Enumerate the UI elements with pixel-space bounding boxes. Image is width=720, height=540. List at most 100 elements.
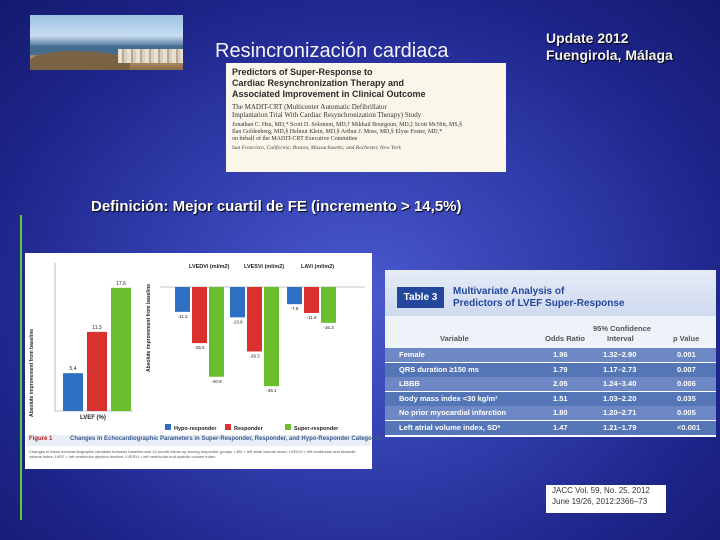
data-label: -13.8 [232, 319, 243, 324]
lvef-axis-label: LVEF (%) [80, 415, 106, 421]
table-row: Left atrial volume index, SD* 1.47 1.21–1.… [385, 420, 716, 435]
cell-p: 0.007 [677, 364, 696, 374]
cell-variable: Left atrial volume index, SD* [399, 422, 501, 432]
table-row: LBBB 2.05 1.24–3.40 0.006 [385, 377, 716, 391]
divider-line [20, 215, 22, 520]
bar-panel3-responder [304, 287, 319, 313]
cell-or: 1.47 [553, 422, 568, 432]
legend-swatch [285, 424, 291, 430]
cell-or: 1.79 [553, 364, 568, 374]
article-title-line: Cardiac Resynchronization Therapy and [232, 78, 405, 88]
article-title: Predictors of Super-Response to Cardiac … [226, 63, 506, 100]
cell-or: 1.51 [553, 393, 568, 403]
bar-chart: Absolute improvement from baseline 5.4 11.… [29, 263, 365, 432]
col-odds-ratio: Odds Ratio [545, 334, 586, 343]
data-label: -45.1 [266, 388, 277, 393]
bar-panel2-hypo-responder [230, 287, 245, 318]
cell-p: 0.005 [677, 408, 696, 417]
figure-number: Figure 1 [29, 436, 53, 442]
authors-line: Jonathan C. Hsu, MD,* Scott D. Solomon, … [232, 122, 463, 128]
col-p-value: p Value [673, 334, 700, 343]
cell-p: 0.035 [677, 393, 696, 403]
cell-ci: 1.03–2.20 [603, 393, 637, 403]
data-label: 17.6 [116, 281, 126, 287]
cell-variable: Body mass index <30 kg/m² [399, 393, 498, 403]
data-label: 5.4 [70, 366, 77, 372]
update-label: Update 2012 Fuengirola, Málaga [546, 30, 673, 64]
data-label: -11.8 [307, 315, 317, 320]
table-header-row: Variable Odds Ratio 95% Confidence Inter… [385, 316, 716, 348]
bar-panel2-super-responder [264, 287, 279, 387]
legend-label: Responder [234, 426, 264, 432]
authors-line: on behalf of the MADIT-CRT Executive Com… [232, 136, 358, 142]
bar-panel1-responder [192, 287, 207, 344]
cell-p: 0.006 [677, 379, 696, 388]
article-authors: Jonathan C. Hsu, MD,* Scott D. Solomon, … [226, 119, 506, 143]
update-line-1: Update 2012 [546, 30, 629, 46]
data-label: -40.8 [211, 379, 222, 384]
table-row: Body mass index <30 kg/m² 1.51 1.03–2.20 0.… [385, 391, 716, 406]
citation-line-2: June 19/26, 2012:2366–73 [552, 497, 648, 506]
bar-panel3-super-responder [321, 287, 336, 323]
col-variable: Variable [440, 334, 469, 343]
table-row: QRS duration ≥150 ms 1.79 1.17–2.73 0.007 [385, 362, 716, 377]
cell-ci: 1.17–2.73 [603, 364, 637, 374]
figure-caption-text: Changes in these echocardiographic varia… [29, 449, 356, 459]
table-tag: Table 3 [397, 287, 444, 308]
update-line-2: Fuengirola, Málaga [546, 47, 673, 63]
citation-line-1: JACC Vol. 59, No. 25, 2012 [552, 486, 650, 495]
table-row: Female 1.96 1.32–2.90 0.001 [385, 348, 716, 362]
cell-variable: QRS duration ≥150 ms [399, 364, 479, 374]
y-axis-label-right: Absolute improvement from baseline [146, 284, 152, 372]
legend-label: Hypo-responder [174, 426, 217, 432]
cell-ci: 1.21–1.79 [603, 422, 637, 432]
cell-or: 1.96 [553, 350, 568, 359]
legend-label: Super-responder [294, 426, 339, 432]
table-title: Multivariate Analysis of Predictors of L… [453, 286, 625, 310]
bar-panel1-super-responder [209, 287, 224, 377]
table-row: No prior myocardial infarction 1.80 1.20–2… [385, 406, 716, 420]
data-label: -16.3 [323, 325, 334, 330]
legend-swatch [225, 424, 231, 430]
bar-lvef-hypo-responder [63, 373, 83, 411]
slide-title: Resincronización cardiaca [215, 40, 449, 62]
cell-variable: No prior myocardial infarction [399, 408, 507, 417]
article-subtitle: The MADIT-CRT (Multicenter Automatic Def… [226, 100, 506, 119]
legend-swatch [165, 424, 171, 430]
cell-p: 0.001 [677, 350, 696, 359]
article-header-image: Predictors of Super-Response to Cardiac … [226, 63, 506, 172]
article-subtitle-line: The MADIT-CRT (Multicenter Automatic Def… [232, 103, 387, 111]
panel-label: LVESVi (ml/m2) [244, 264, 284, 270]
cell-p: <0.001 [677, 422, 701, 432]
bar-lvef-super-responder [111, 287, 131, 411]
article-locations: San Francisco, California; Boston, Massa… [232, 145, 401, 151]
cell-or: 2.05 [553, 379, 568, 388]
beach-photo [30, 15, 183, 70]
panel-label: LAVi (ml/m2) [301, 264, 334, 270]
cell-variable: Female [399, 350, 425, 359]
figure-caption: Figure 1 Changes in Echocardiographic Pa… [25, 433, 382, 469]
article-title-line: Associated Improvement in Clinical Outco… [232, 89, 426, 99]
table-title-line: Multivariate Analysis of [453, 286, 565, 297]
bar-panel2-responder [247, 287, 262, 352]
col-ci-line-1: 95% Confidence [593, 324, 651, 333]
cell-or: 1.80 [553, 408, 568, 417]
cell-variable: LBBB [399, 379, 420, 388]
article-subtitle-line: Implantation Trial With Cardiac Resynchr… [232, 111, 422, 119]
bar-lvef-responder [87, 331, 107, 411]
bar-panel1-hypo-responder [175, 287, 190, 312]
authors-line: Ilan Goldenberg, MD,§ Helmut Klein, MD,§… [232, 129, 443, 135]
col-ci-line-2: Interval [607, 334, 634, 343]
cell-ci: 1.24–3.40 [603, 379, 637, 388]
data-label: -11.3 [178, 314, 188, 319]
data-label: 11.3 [92, 325, 102, 331]
data-label: -25.5 [194, 345, 205, 350]
panel-label: LVEDVi (ml/m2) [189, 264, 230, 270]
data-label: -7.8 [291, 306, 299, 311]
journal-citation: JACC Vol. 59, No. 25, 2012 June 19/26, 2… [546, 485, 666, 513]
figure-caption-title: Changes in Echocardiographic Parameters … [70, 436, 383, 442]
definition-text: Definición: Mejor cuartil de FE (increme… [91, 198, 462, 215]
data-label: -29.3 [249, 353, 260, 358]
article-title-line: Predictors of Super-Response to [232, 67, 373, 77]
table-title-line: Predictors of LVEF Super-Response [453, 298, 625, 309]
